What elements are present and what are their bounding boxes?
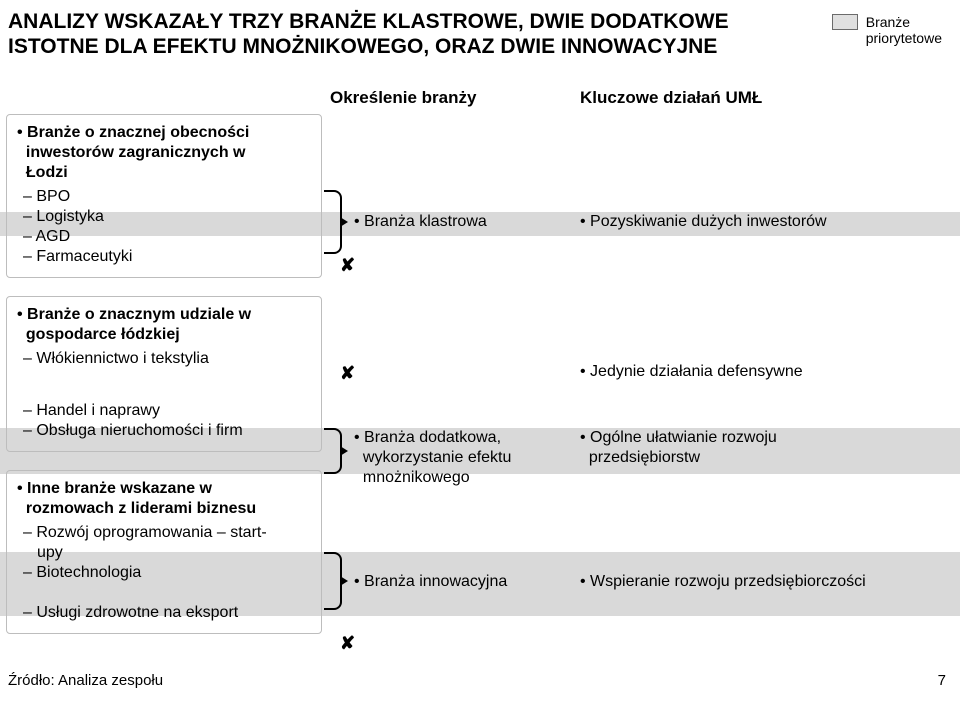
title-line-1: ANALIZY WSKAZAŁY TRZY BRANŻE KLASTROWE, … xyxy=(8,10,729,33)
mid-branza-klastrowa: Branża klastrowa xyxy=(354,212,574,232)
box-branze-udzial: Branże o znacznym udziale w gospodarce ł… xyxy=(6,296,322,452)
bullet-icon xyxy=(17,306,27,323)
box3-item-uslugi: Usługi zdrowotne na eksport xyxy=(23,603,311,623)
box2-title: Branże o znacznym udziale w gospodarce ł… xyxy=(17,305,311,345)
ulat-l2: przedsiębiorstw xyxy=(589,449,700,466)
bullet-icon xyxy=(17,480,27,497)
right-pozyskiwanie: Pozyskiwanie dużych inwestorów xyxy=(580,212,827,232)
box1-item-farma: Farmaceutyki xyxy=(23,247,311,267)
box1-t2: inwestorów zagranicznych w xyxy=(26,144,246,161)
box2-item-obsluga: Obsługa nieruchomości i firm xyxy=(23,421,311,441)
col-header-mid: Określenie branży xyxy=(330,88,580,108)
page-title: ANALIZY WSKAZAŁY TRZY BRANŻE KLASTROWE, … xyxy=(8,10,832,60)
ulat-l1: Ogólne ułatwianie rozwoju xyxy=(590,429,777,446)
rozwoj-l1: Rozwój oprogramowania – start- xyxy=(36,524,266,541)
rozwoj-l2: upy xyxy=(37,543,311,563)
right-ulatwianie: Ogólne ułatwianie rozwoju przedsiębiorst… xyxy=(580,428,777,468)
box2-t2: gospodarce łódzkiej xyxy=(26,326,180,343)
box3-item-biotech: Biotechnologia xyxy=(23,563,311,583)
brace-icon xyxy=(324,190,342,254)
box1-title: Branże o znacznej obecności inwestorów z… xyxy=(17,123,311,183)
dod-l3: mnożnikowego xyxy=(363,469,470,486)
box1-t3: Łodzi xyxy=(26,164,68,181)
box3-t2: rozmowach z liderami biznesu xyxy=(26,500,256,517)
box2-item-wlok: Włókiennictwo i tekstylia xyxy=(23,349,311,369)
right-wspieranie: Wspieranie rozwoju przedsiębiorczości xyxy=(580,572,866,592)
cross-icon-uslugi: ✘ xyxy=(340,632,355,655)
cross-icon-farma: ✘ xyxy=(340,254,355,277)
box3-t1: Inne branże wskazane w xyxy=(27,480,212,497)
legend-label-1: Branże xyxy=(866,14,910,30)
legend-swatch xyxy=(832,14,858,30)
right-defensywne: Jedynie działania defensywne xyxy=(580,362,803,382)
box1-item-logistyka: Logistyka xyxy=(23,207,311,227)
box3-item-rozwoj: Rozwój oprogramowania – start- xyxy=(23,523,311,543)
brace-icon xyxy=(324,428,342,474)
title-line-2: ISTOTNE DLA EFEKTU MNOŻNIKOWEGO, ORAZ DW… xyxy=(8,35,717,58)
box1-t1: Branże o znacznej obecności xyxy=(27,124,249,141)
box2-t1: Branże o znacznym udziale w xyxy=(27,306,251,323)
box-branze-inne: Inne branże wskazane w rozmowach z lider… xyxy=(6,470,322,634)
brace-icon xyxy=(324,552,342,610)
bullet-icon xyxy=(17,124,27,141)
dod-l2: wykorzystanie efektu xyxy=(363,449,512,466)
legend-label: Branże priorytetowe xyxy=(866,14,942,46)
bullet-icon xyxy=(580,429,590,446)
col-header-right: Kluczowe działań UMŁ xyxy=(580,88,960,108)
mid-innowacyjna: Branża innowacyjna xyxy=(354,572,574,592)
box2-item-handel: Handel i naprawy xyxy=(23,401,311,421)
box1-item-bpo: BPO xyxy=(23,187,311,207)
page-number: 7 xyxy=(938,672,946,689)
cross-icon-wlok: ✘ xyxy=(340,362,355,385)
dod-l1: Branża dodatkowa, xyxy=(364,429,501,446)
source-label: Źródło: Analiza zespołu xyxy=(8,672,163,689)
box3-title: Inne branże wskazane w rozmowach z lider… xyxy=(17,479,311,519)
bullet-icon xyxy=(354,429,364,446)
box-branze-inwestorzy: Branże o znacznej obecności inwestorów z… xyxy=(6,114,322,278)
mid-branza-dodatkowa: Branża dodatkowa, wykorzystanie efektu m… xyxy=(354,428,574,488)
box1-item-agd: AGD xyxy=(23,227,311,247)
legend: Branże priorytetowe xyxy=(832,14,942,46)
column-headers: Określenie branży Kluczowe działań UMŁ xyxy=(0,88,960,108)
legend-label-2: priorytetowe xyxy=(866,30,942,46)
